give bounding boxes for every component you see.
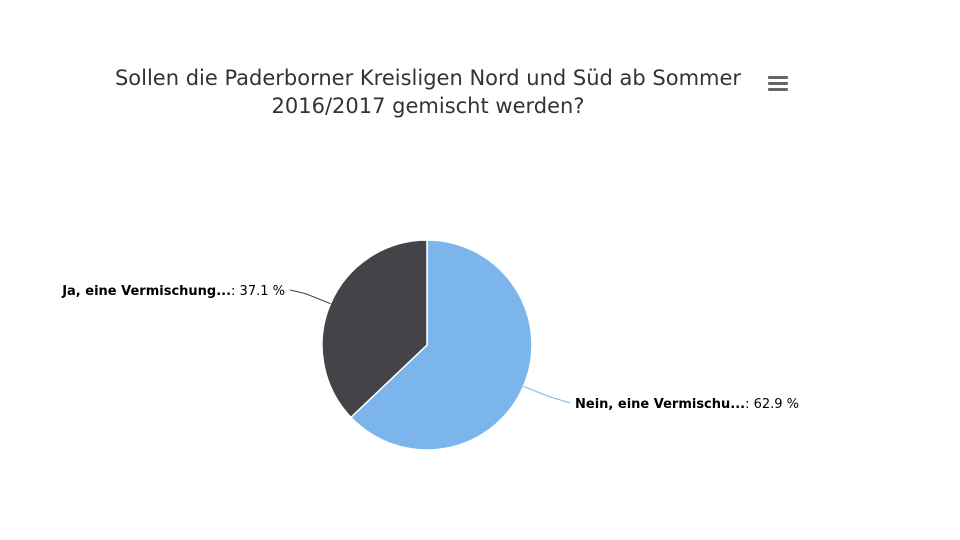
data-label-name: Nein, eine Vermischu...: [575, 397, 745, 412]
data-label-ja: Ja, eine Vermischung...: 37.1 %: [61, 284, 285, 299]
data-label-value: : 62.9 %: [745, 397, 799, 412]
menu-bar-middle: [768, 82, 788, 85]
chart-title-line-2: 2016/2017 gemischt werden?: [271, 94, 585, 118]
chart-title: Sollen die Paderborner Kreisligen Nord u…: [90, 64, 766, 120]
menu-bar-top: [768, 76, 788, 79]
chart-title-line-1: Sollen die Paderborner Kreisligen Nord u…: [114, 66, 742, 90]
hamburger-menu-icon[interactable]: [766, 72, 790, 94]
data-label-connector-nein: [523, 385, 571, 404]
pie-slice-nein[interactable]: [350, 239, 533, 451]
data-label-nein: Nein, eine Vermischu...: 62.9 %: [575, 397, 799, 412]
data-label-name: Ja, eine Vermischung...: [61, 284, 231, 299]
data-label-value: : 37.1 %: [231, 284, 285, 299]
data-label-connector-ja: [289, 289, 331, 305]
menu-bar-bottom: [768, 88, 788, 91]
pie-slice-ja[interactable]: [321, 239, 428, 419]
